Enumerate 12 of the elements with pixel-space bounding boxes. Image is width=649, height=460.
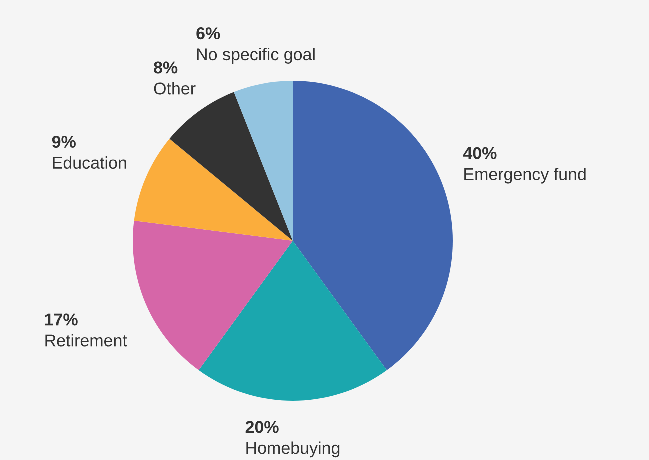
slice-label: Homebuying [246,442,340,458]
data-label: 40% [463,147,497,160]
data-label: 8% [154,62,178,74]
slice-label: Emergency fund [464,168,586,184]
data-label: 6% [196,28,220,40]
slice-label: Education [53,156,126,170]
data-label: 20% [246,421,279,434]
slice-label: Retirement [46,334,128,347]
slice-label: Other [154,82,196,95]
data-label: 9% [52,136,76,148]
slice-label: No specific goal [197,48,315,64]
data-label: 17% [45,314,78,326]
